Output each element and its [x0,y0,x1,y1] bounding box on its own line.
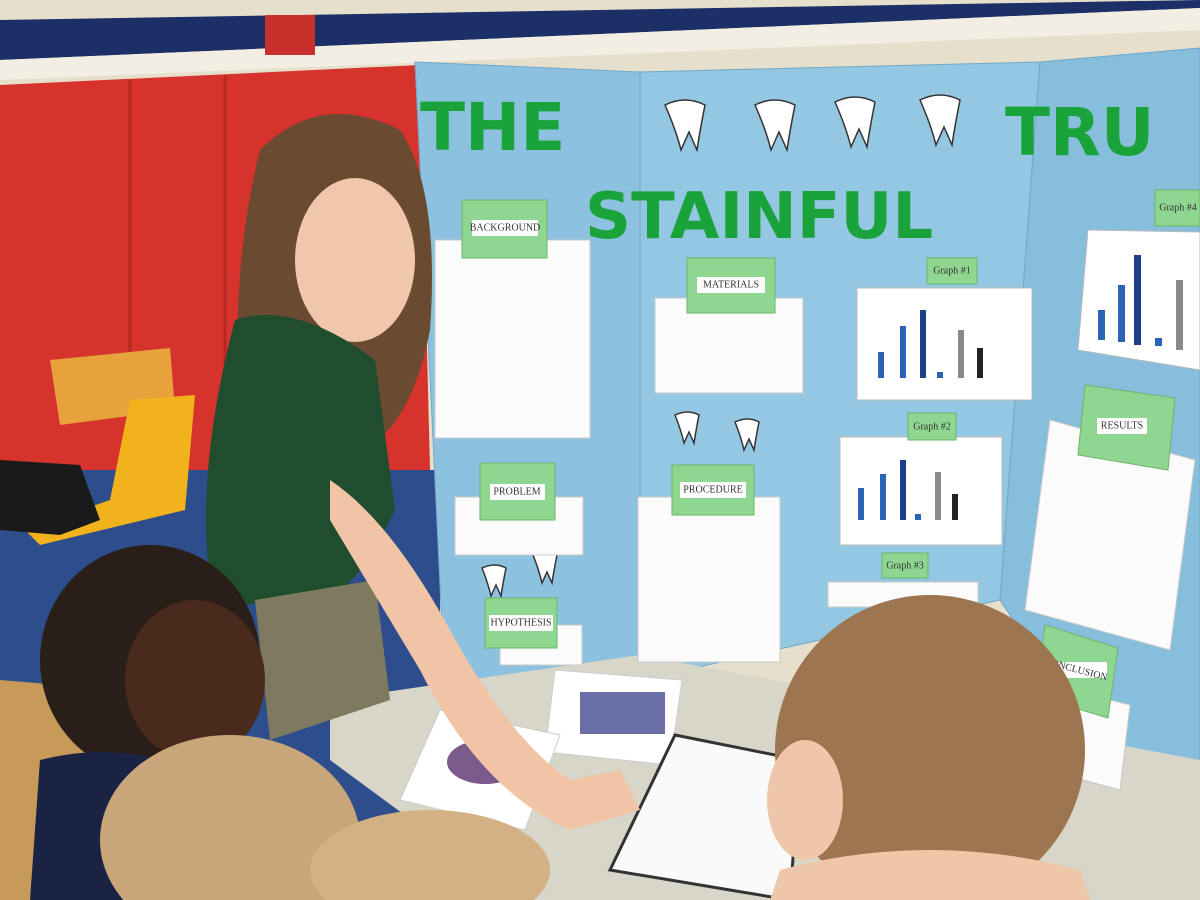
child-face [125,600,265,760]
bar-shape [958,330,964,378]
label-card [926,257,978,285]
section-label: HYPOTHESIS [490,617,551,628]
bar-shape [1176,280,1183,350]
report-binder [607,733,802,900]
board-title: TRU [1005,94,1154,171]
chair [25,395,195,545]
bar-shape [937,372,943,378]
paper [434,239,591,439]
graph-paper [839,436,1003,546]
bar-shape [920,310,926,378]
tooth [754,99,796,153]
graph-charts [839,229,1200,546]
wall-stripe-light [0,8,1200,80]
tooth-cutouts [481,94,961,599]
section-label: PROBLEM [493,486,540,497]
bar-shape [1134,255,1141,345]
section-label: BACKGROUND [470,222,541,233]
bar-shape [1118,285,1125,342]
bar-shape [878,352,884,378]
graph-bars [858,255,1183,520]
bar-shape [900,460,906,520]
slip [472,220,538,236]
tooth [834,96,876,150]
papers [434,239,1196,791]
bar-shape [935,472,941,520]
bar-shape [880,474,886,520]
bar-shape [1155,338,1162,346]
girl-arm [330,480,640,830]
photo-image [580,692,665,734]
child-head [100,735,360,900]
child-ear [767,740,843,860]
tooth [664,99,706,153]
bag [0,460,100,535]
graph-label: Graph #4 [1159,202,1197,213]
bar-shape [1098,310,1105,340]
slip [489,615,553,631]
child-neck [770,850,1090,900]
board-title: THE [420,89,565,166]
slip [490,484,545,500]
section-label: PROCEDURE [683,484,742,495]
label-card [1154,189,1200,227]
graph-label: Graph #3 [886,560,924,571]
bar-shape [900,326,906,378]
tooth [481,564,507,599]
graph-label: Graph #1 [933,265,971,276]
bar-shape [858,488,864,520]
bar-shape [977,348,983,378]
tooth [734,418,760,453]
girl-face [295,178,415,342]
section-label: MATERIALS [703,279,759,290]
label-card [881,552,929,579]
girl-skirt [255,580,390,740]
section-label: RESULTS [1101,420,1143,431]
paper [654,297,804,394]
tooth [919,94,961,148]
label-card [907,412,957,441]
alarm [265,15,315,55]
slip [697,277,765,293]
bar-shape [915,514,921,520]
paper [637,496,781,663]
graph-label: Graph #2 [913,421,951,432]
tooth [674,411,700,446]
graph-paper [856,287,1033,401]
child-head [310,810,550,900]
bar-shape [952,494,958,520]
slip [680,482,746,498]
slip [1097,418,1147,434]
child-head [775,595,1085,900]
board-subtitle: STAINFUL [585,180,933,254]
